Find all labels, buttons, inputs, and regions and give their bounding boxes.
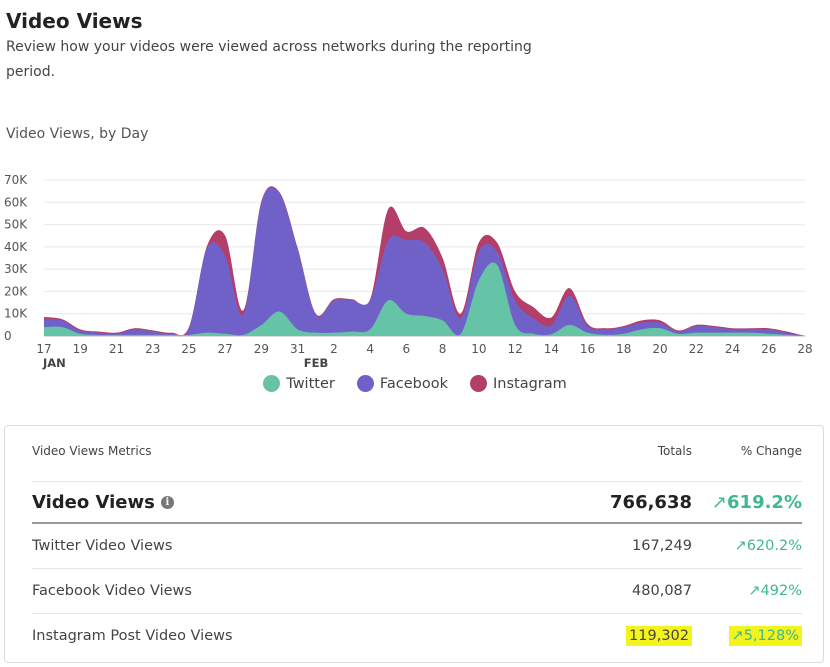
legend-item-facebook[interactable]: Facebook — [356, 375, 448, 392]
x-tick-label: 20 — [652, 342, 667, 356]
legend-swatch-twitter — [263, 375, 281, 392]
legend-item-twitter[interactable]: Twitter — [263, 375, 335, 392]
totals-header: Totals — [657, 444, 692, 458]
x-tick-label: 23 — [145, 342, 160, 356]
x-tick-label: 22 — [689, 342, 704, 356]
metrics-panel: Video Views Metrics Totals % Change Vide… — [4, 425, 824, 663]
metric-total: 119,302 — [626, 626, 692, 646]
y-tick-label: 40K — [4, 240, 28, 254]
page-title: Video Views — [6, 9, 143, 33]
legend-swatch-instagram — [469, 375, 487, 392]
x-tick-label: 24 — [725, 342, 740, 356]
metric-change: 5,128% — [743, 628, 799, 644]
info-icon[interactable]: i — [160, 495, 174, 509]
main-metric-total: 766,638 — [610, 491, 692, 513]
x-tick-label: 17 — [36, 342, 51, 356]
x-tick-label: 25 — [181, 342, 196, 356]
y-tick-label: 20K — [4, 284, 28, 298]
y-tick-label: 10K — [4, 307, 28, 321]
metric-change: 492% — [760, 583, 802, 599]
x-tick-label: 12 — [507, 342, 522, 356]
page-description: Review how your videos were viewed acros… — [6, 39, 532, 80]
page-header: Video Views Review how your videos were … — [6, 8, 606, 85]
y-tick-label: 30K — [4, 262, 28, 276]
metrics-row-facebook: Facebook Video Views 480,087 ↗492% — [32, 569, 802, 614]
x-tick-label: 10 — [471, 342, 486, 356]
x-tick-label: 26 — [761, 342, 776, 356]
main-metric-change: 619.2% — [727, 491, 802, 513]
area-twitter — [44, 262, 805, 336]
x-tick-label: 4 — [366, 342, 374, 356]
change-header: % Change — [740, 444, 802, 458]
legend-swatch-facebook — [356, 375, 374, 392]
x-tick-label: 31 — [290, 342, 305, 356]
metric-change: 620.2% — [746, 538, 802, 554]
x-tick-label: 2 — [330, 342, 338, 356]
metrics-row-twitter: Twitter Video Views 167,249 ↗620.2% — [32, 524, 802, 569]
chart-legend: Twitter Facebook Instagram — [0, 375, 830, 392]
legend-label-twitter: Twitter — [286, 375, 335, 392]
main-metric-label: Video Views — [32, 491, 155, 513]
x-tick-label: 29 — [254, 342, 269, 356]
metric-label: Facebook Video Views — [32, 583, 192, 599]
legend-item-instagram[interactable]: Instagram — [469, 375, 567, 392]
x-tick-label: 8 — [439, 342, 447, 356]
month-label: FEB — [304, 356, 328, 370]
x-tick-label: 14 — [544, 342, 559, 356]
x-tick-label: 19 — [73, 342, 88, 356]
x-tick-label: 18 — [616, 342, 631, 356]
y-tick-label: 60K — [4, 195, 28, 209]
legend-label-facebook: Facebook — [379, 375, 448, 392]
metric-total: 167,249 — [632, 538, 692, 554]
legend-label-instagram: Instagram — [492, 375, 567, 392]
arrow-up-right-icon: ↗ — [711, 491, 728, 513]
x-tick-label: 28 — [797, 342, 812, 356]
month-label: JAN — [42, 356, 66, 370]
y-tick-label: 0 — [4, 329, 12, 343]
metrics-header-label: Video Views Metrics — [32, 444, 152, 458]
metrics-main-row: Video Views i 766,638 ↗619.2% — [32, 481, 802, 524]
y-tick-label: 70K — [4, 173, 28, 187]
x-tick-label: 21 — [109, 342, 124, 356]
metric-total: 480,087 — [632, 583, 692, 599]
x-tick-label: 16 — [580, 342, 595, 356]
area-facebook — [44, 187, 805, 337]
x-tick-label: 6 — [403, 342, 411, 356]
metric-label: Twitter Video Views — [32, 538, 173, 554]
metrics-row-instagram: Instagram Post Video Views 119,302 ↗5,12… — [32, 614, 802, 658]
metrics-header-row: Video Views Metrics Totals % Change — [32, 444, 802, 458]
chart-title: Video Views, by Day — [6, 126, 149, 142]
metric-label: Instagram Post Video Views — [32, 628, 233, 644]
arrow-up-right-icon: ↗ — [748, 583, 761, 599]
x-tick-label: 27 — [218, 342, 233, 356]
arrow-up-right-icon: ↗ — [731, 628, 744, 644]
arrow-up-right-icon: ↗ — [734, 538, 747, 554]
y-tick-label: 50K — [4, 218, 28, 232]
